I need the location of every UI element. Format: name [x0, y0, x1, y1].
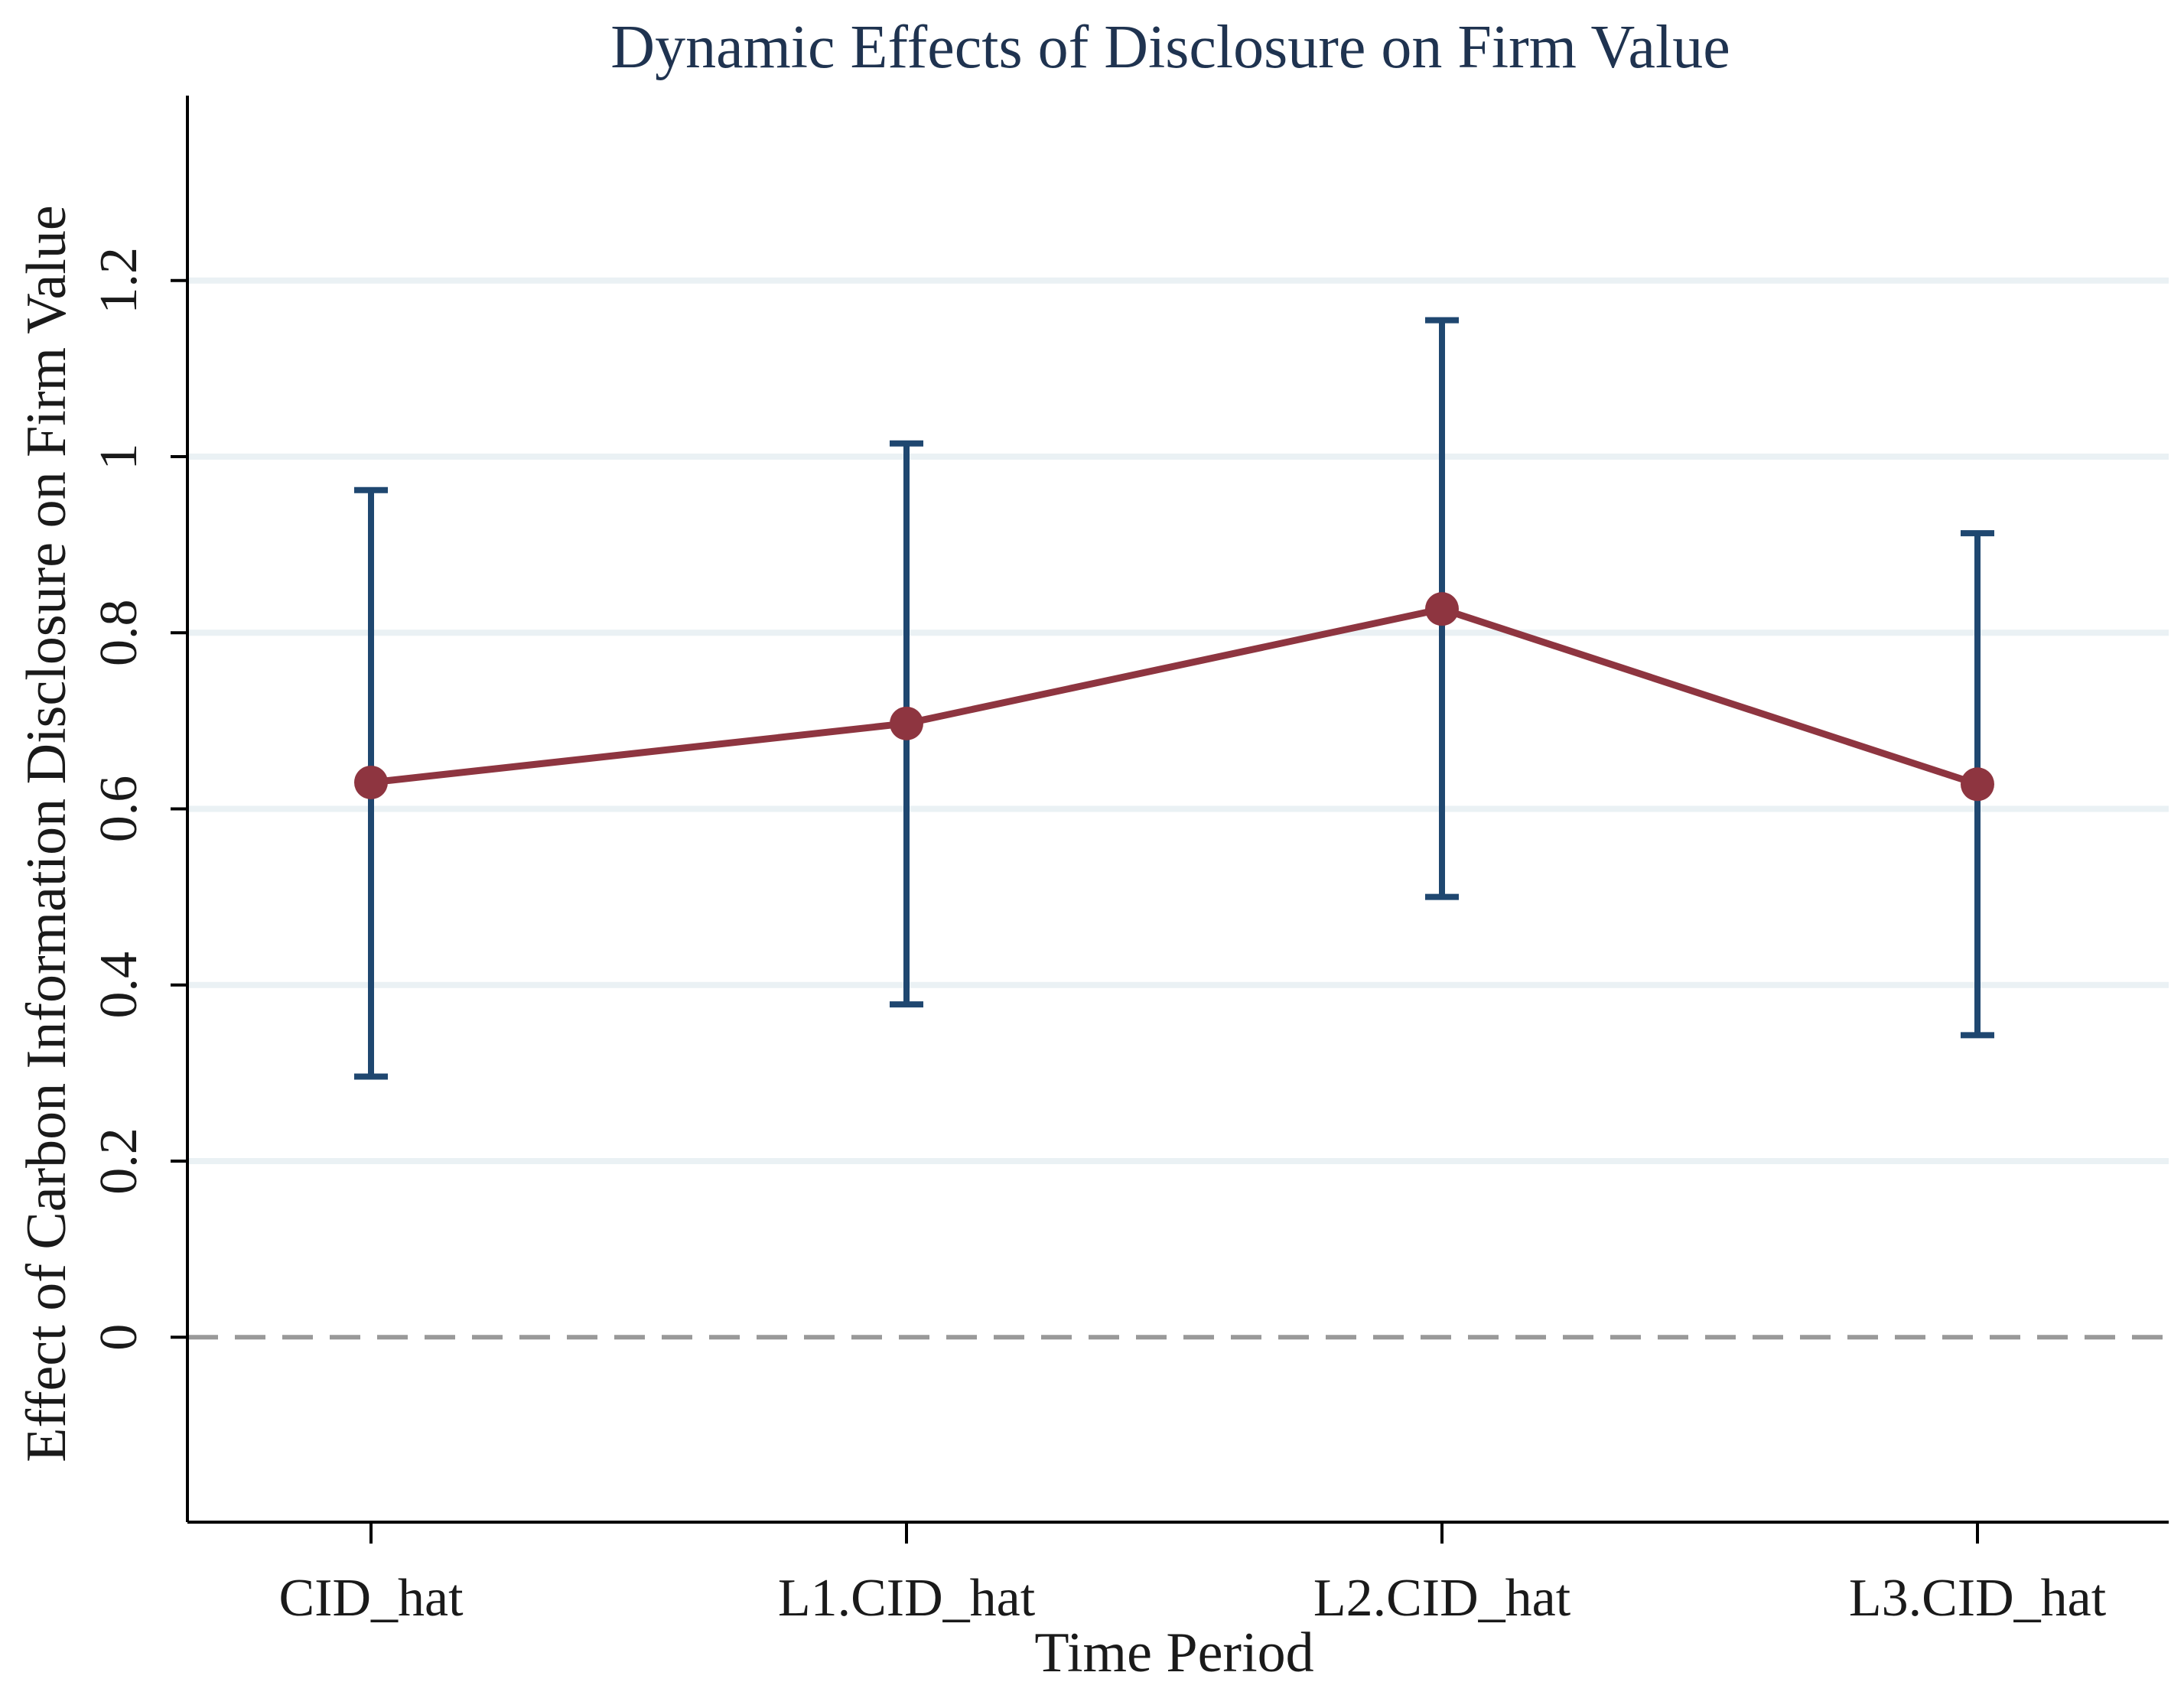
y-tick-label-1: 1: [90, 444, 148, 470]
marker-layer: [354, 592, 1994, 802]
x-axis-title: Time Period: [1034, 1622, 1313, 1684]
series-line-layer: [370, 605, 1979, 788]
data-point-L2.CID_hat: [1425, 592, 1459, 626]
x-tick-label-L2.CID_hat: L2.CID_hat: [1313, 1569, 1571, 1628]
y-tick-label-0.6: 0.6: [90, 776, 148, 843]
grid-layer: [187, 277, 2169, 1164]
y-tick-layer: 0 0.2 0.4 0.6 0.8 1 1.2: [90, 247, 187, 1351]
data-point-L3.CID_hat: [1961, 767, 1994, 802]
x-tick-label-L1.CID_hat: L1.CID_hat: [778, 1569, 1036, 1628]
data-point-L1.CID_hat: [890, 706, 923, 740]
x-tick-label-CID_hat: CID_hat: [278, 1569, 464, 1628]
y-axis-title: Effect of Carbon Information Disclosure …: [15, 205, 78, 1462]
y-tick-label-0: 0: [90, 1324, 148, 1351]
x-tick-label-L3.CID_hat: L3.CID_hat: [1849, 1569, 2107, 1628]
data-point-CID_hat: [354, 765, 388, 799]
series-line-point-estimate: [370, 605, 1979, 788]
y-tick-label-1.2: 1.2: [90, 247, 148, 314]
x-tick-layer: CID_hat L1.CID_hat L2.CID_hat L3.CID_hat: [278, 1522, 2107, 1628]
y-tick-label-0.4: 0.4: [90, 952, 148, 1019]
y-tick-label-0.2: 0.2: [90, 1127, 148, 1195]
error-bar-layer: [354, 317, 1994, 1080]
y-tick-label-0.8: 0.8: [90, 600, 148, 667]
chart-title: Dynamic Effects of Disclosure on Firm Va…: [610, 14, 1730, 81]
